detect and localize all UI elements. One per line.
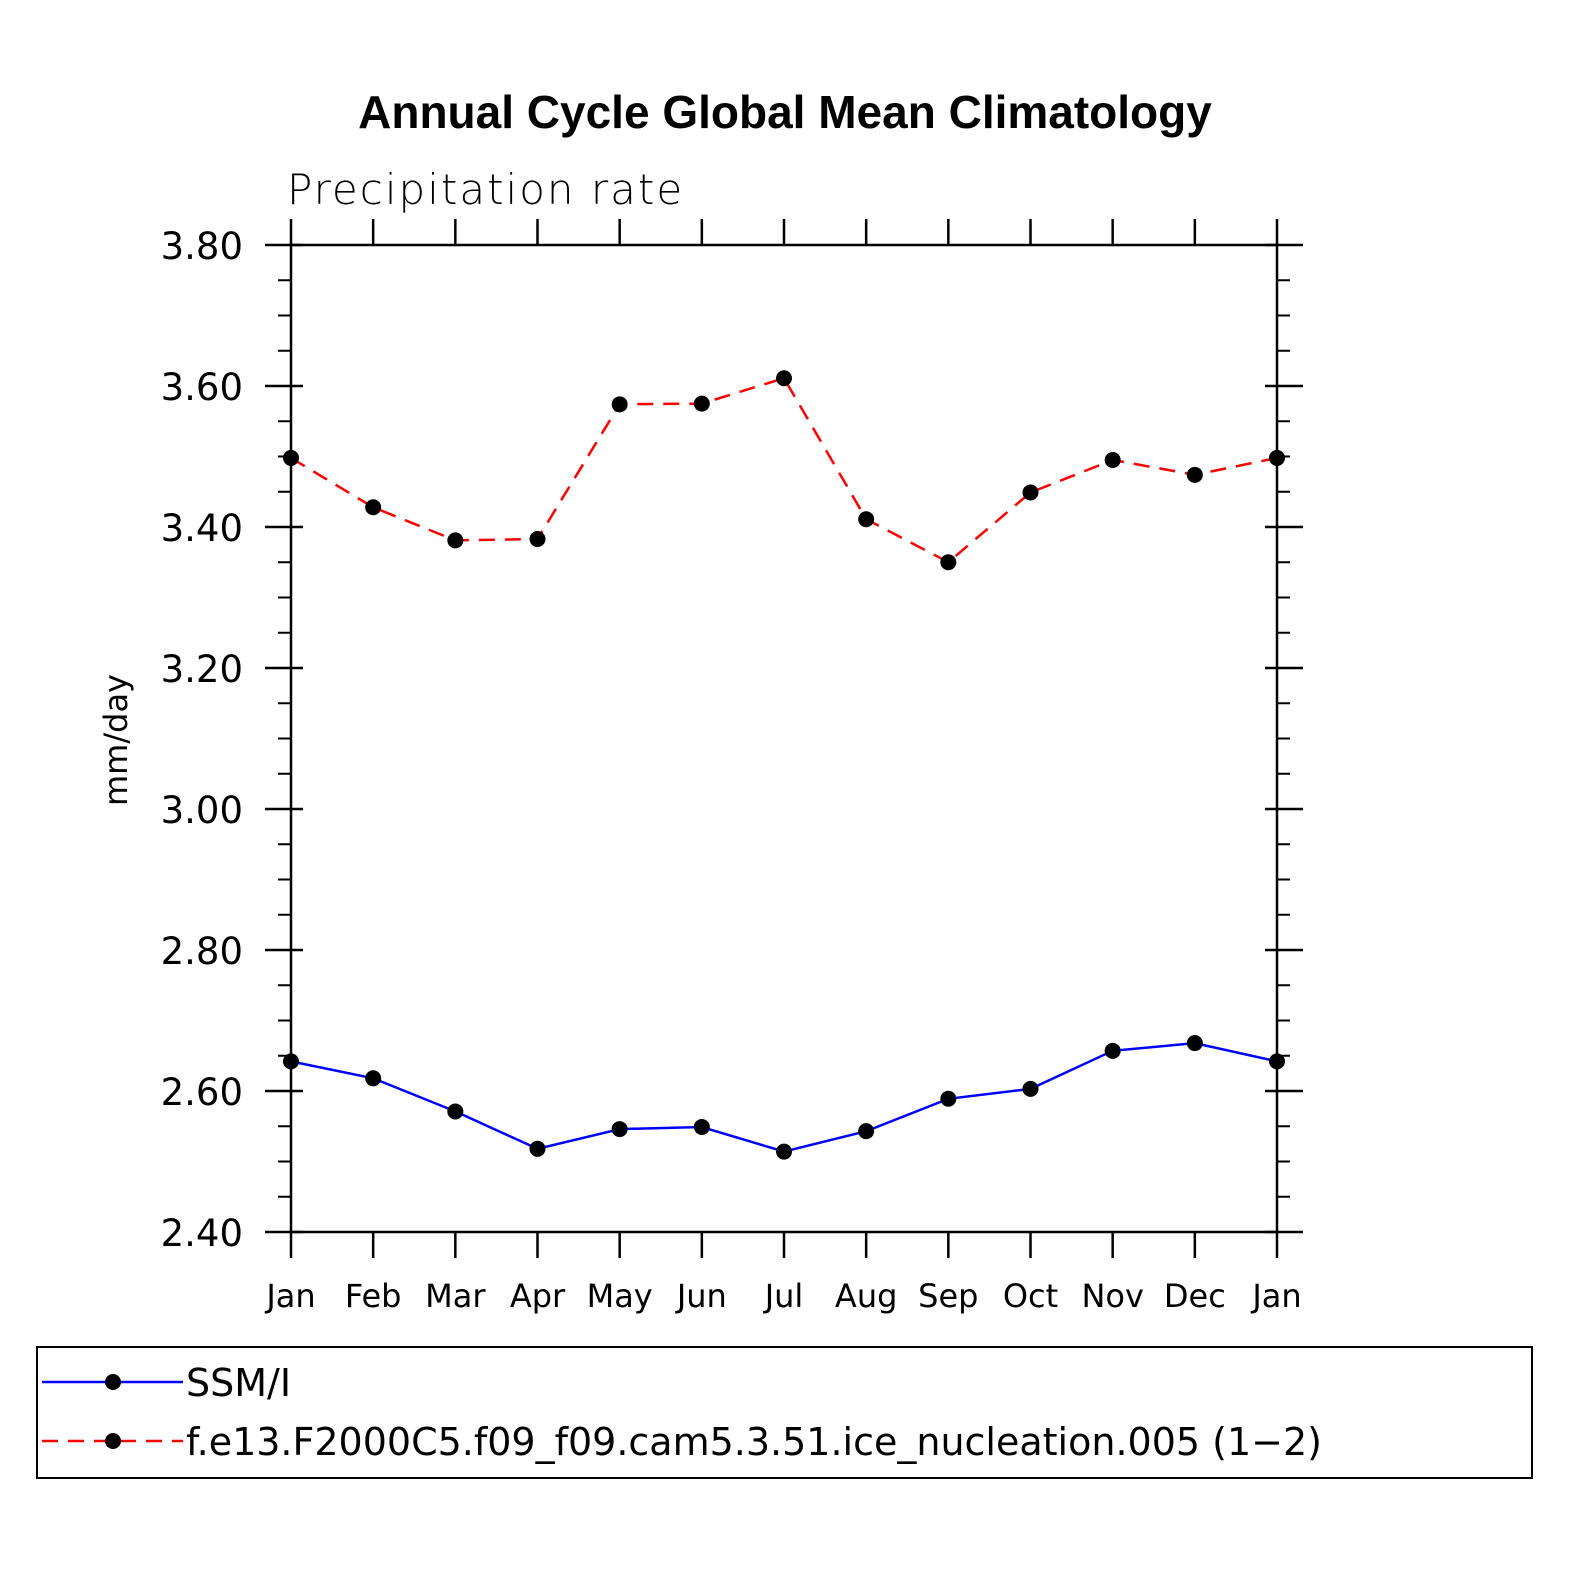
data-point [1269,1053,1285,1070]
x-tick-label: Jun [675,1277,727,1315]
data-point [1022,1080,1039,1097]
data-point [1186,1035,1203,1052]
data-point [365,1070,382,1087]
legend-box [36,1346,1533,1479]
x-tick-label: Apr [510,1277,566,1315]
data-point [1104,452,1121,469]
x-tick-label: Feb [345,1277,402,1315]
data-point [1104,1042,1121,1059]
y-tick-label: 3.60 [161,366,243,409]
data-point [365,499,382,516]
data-point [776,1143,792,1160]
y-tick-label: 3.00 [161,789,243,832]
x-tick-label: May [587,1277,653,1315]
y-tick-label: 2.80 [161,930,243,973]
data-point [611,396,628,413]
data-point [693,395,710,412]
series-line-2 [290,376,1278,564]
data-point [1186,466,1203,483]
plot-frame [289,243,1279,1234]
series-line-1 [290,1041,1278,1153]
data-point [529,1140,546,1157]
x-tick-label: Jul [763,1277,804,1315]
x-tick-label: Mar [425,1277,486,1315]
y-tick-label: 3.20 [161,648,243,691]
x-tick-label: Jan [1250,1277,1301,1315]
x-tick-label: Jan [264,1277,315,1315]
y-tick-label: 2.40 [161,1212,243,1255]
data-point [529,530,546,547]
y-tick-label: 3.80 [161,225,243,268]
y-tick-label: 3.40 [161,507,243,550]
legend-label-ssmi: SSM/I [186,1361,291,1405]
x-tick-label: Nov [1081,1277,1143,1315]
data-point [693,1118,710,1135]
data-point [940,554,957,571]
data-point [940,1090,957,1107]
data-point [858,1123,875,1140]
x-tick-label: Oct [1003,1277,1058,1315]
data-point [858,511,875,528]
legend-marker-ssmi [105,1374,121,1390]
legend-label-model: f.e13.F2000C5.f09_f09.cam5.3.51.ice_nucl… [186,1420,1322,1464]
data-point [776,370,792,387]
legend: SSM/I f.e13.F2000C5.f09_f09.cam5.3.51.ic… [36,1346,1533,1479]
chart-subtitle: Precipitation rate [287,165,684,214]
data-point [447,1103,464,1120]
x-tick-labels: Jan Feb Mar Apr May Jun Jul Aug Sep Oct Nov Dec Jan [264,1277,1301,1315]
y-tick-labels: 2.40 2.60 2.80 3.00 3.20 3.40 3.60 3.80 [161,225,243,1255]
series-layer [283,370,1285,1160]
data-point [1022,484,1039,501]
data-point [283,449,299,466]
legend-marker-model [105,1433,121,1449]
data-point [1269,449,1285,466]
x-tick-label: Sep [918,1277,978,1315]
y-tick-label: 2.60 [161,1071,243,1114]
x-tick-label: Dec [1164,1277,1226,1315]
x-tick-label: Aug [835,1277,897,1315]
data-point [611,1121,628,1138]
chart-title: Annual Cycle Global Mean Climatology [358,86,1212,138]
data-point [447,532,464,549]
data-point [283,1053,299,1070]
y-axis-label: mm/day [97,674,135,806]
